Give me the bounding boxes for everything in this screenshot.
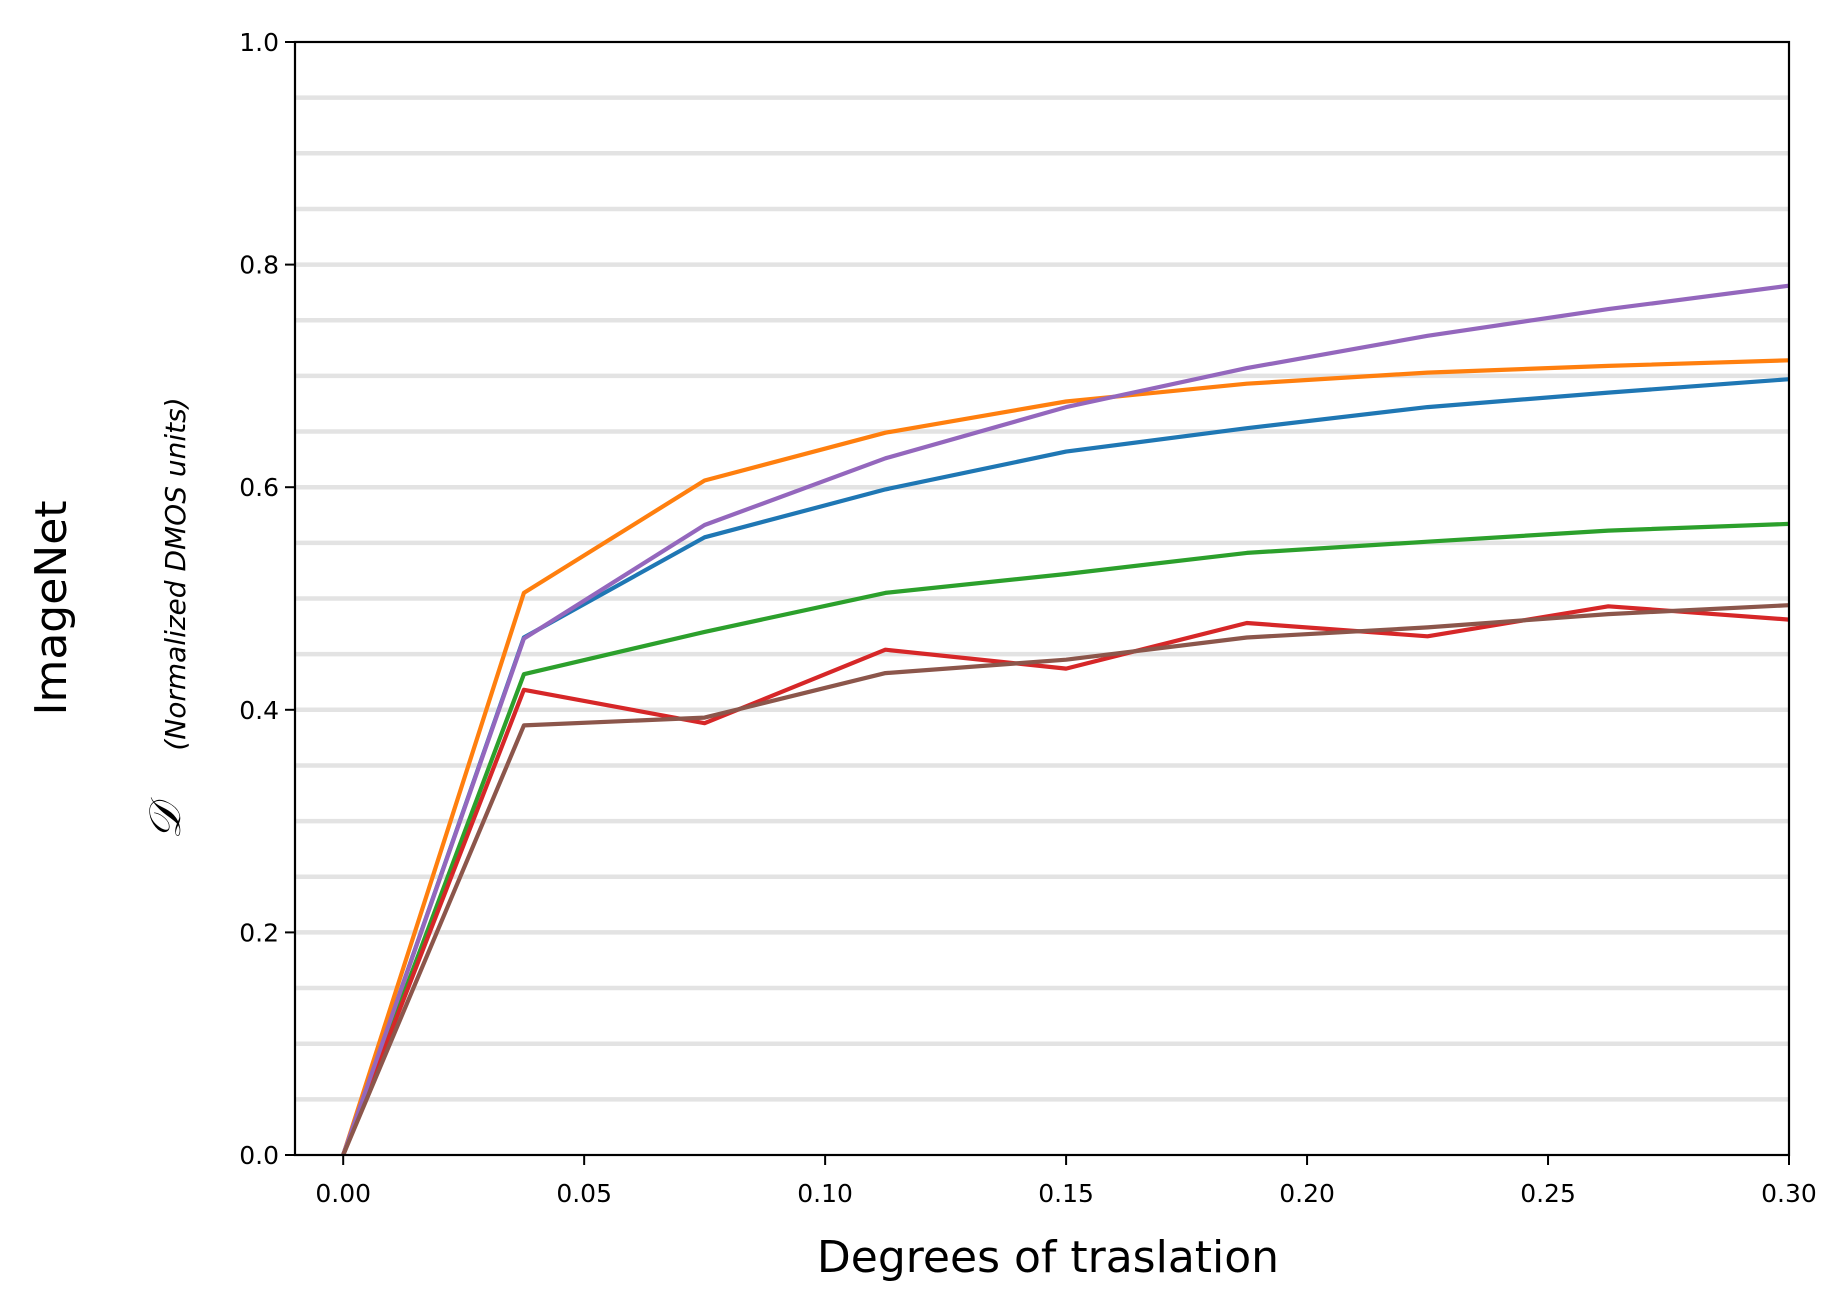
- series-line-6: [341, 603, 1790, 1156]
- x-tick-label: 0.30: [1761, 1179, 1817, 1208]
- grid-lines: [295, 95, 1789, 1102]
- y-tick-label: 0.6: [239, 473, 279, 502]
- plot-frame: [293, 40, 1791, 1157]
- axis-ticks: 0.00 0.05 0.10 0.15 0.20 0.25 0.30 0.0 0.2 0.4 0.6…: [239, 28, 1817, 1208]
- series-line-5: [341, 283, 1790, 1156]
- series-line-1: [341, 377, 1790, 1156]
- y-axis-label: (Normalized DMOS units): [159, 397, 192, 750]
- y-axis-symbol: 𝒟: [140, 797, 191, 840]
- series-line-2: [341, 358, 1790, 1156]
- x-tick-label: 0.10: [797, 1179, 853, 1208]
- series-line-3: [341, 521, 1790, 1156]
- x-tick-label: 0.15: [1038, 1179, 1094, 1208]
- row-label: ImageNet: [26, 500, 77, 715]
- y-tick-label: 0.2: [239, 918, 279, 947]
- x-tick-label: 0.25: [1520, 1179, 1576, 1208]
- x-tick-label: 0.05: [556, 1179, 612, 1208]
- x-tick-label: 0.20: [1279, 1179, 1335, 1208]
- x-axis-label: Degrees of traslation: [817, 1232, 1279, 1283]
- y-tick-label: 0.8: [239, 251, 279, 280]
- series-line-4: [341, 604, 1790, 1156]
- y-tick-label: 0.0: [239, 1141, 279, 1170]
- y-tick-label: 0.4: [239, 696, 279, 725]
- y-tick-label: 1.0: [239, 28, 279, 57]
- series-lines: [341, 283, 1790, 1156]
- x-tick-label: 0.00: [315, 1179, 371, 1208]
